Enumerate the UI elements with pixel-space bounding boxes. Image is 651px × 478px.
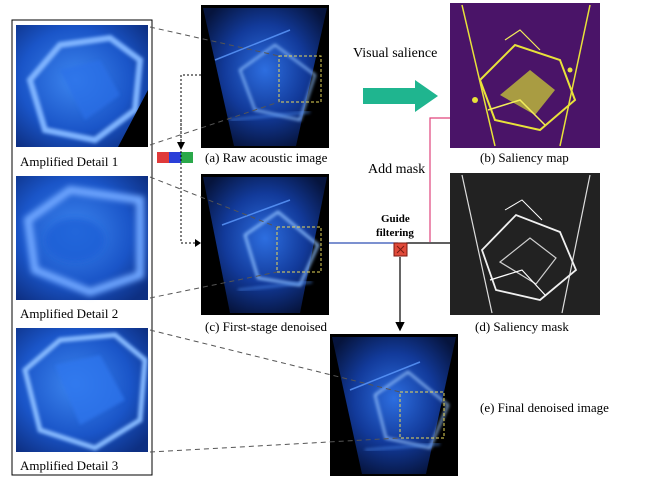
detail-3-label: Amplified Detail 3 <box>20 458 118 473</box>
amplified-detail-1 <box>16 25 148 147</box>
first-stage-denoised-image <box>201 174 329 315</box>
saliency-map-label: (b) Saliency map <box>480 150 569 165</box>
saliency-mask-image <box>450 173 600 315</box>
first-stage-label: (c) First-stage denoised <box>205 319 328 334</box>
dotted-feedback-arrow <box>177 74 201 247</box>
detail-2-label: Amplified Detail 2 <box>20 306 118 321</box>
add-mask-connector <box>429 117 450 242</box>
zoom-guide-lines <box>149 26 401 453</box>
guide-label-2: filtering <box>376 227 414 239</box>
visual-salience-arrow <box>363 80 438 112</box>
raw-label: (a) Raw acoustic image <box>205 150 328 165</box>
colorbar-icon <box>157 152 193 163</box>
guide-filter-block <box>393 242 408 257</box>
add-mask-label: Add mask <box>368 162 425 177</box>
guide-label-1: Guide <box>381 213 410 225</box>
final-label: (e) Final denoised image <box>480 400 609 415</box>
visual-salience-label: Visual salience <box>353 46 437 61</box>
detail-1-label: Amplified Detail 1 <box>20 154 118 169</box>
details-frame <box>11 19 153 476</box>
raw-acoustic-image <box>201 5 329 148</box>
saliency-map-image <box>450 3 600 148</box>
saliency-mask-label: (d) Saliency mask <box>475 319 569 334</box>
final-denoised-image <box>330 334 458 476</box>
amplified-detail-3 <box>16 328 148 452</box>
amplified-detail-2 <box>16 176 148 300</box>
